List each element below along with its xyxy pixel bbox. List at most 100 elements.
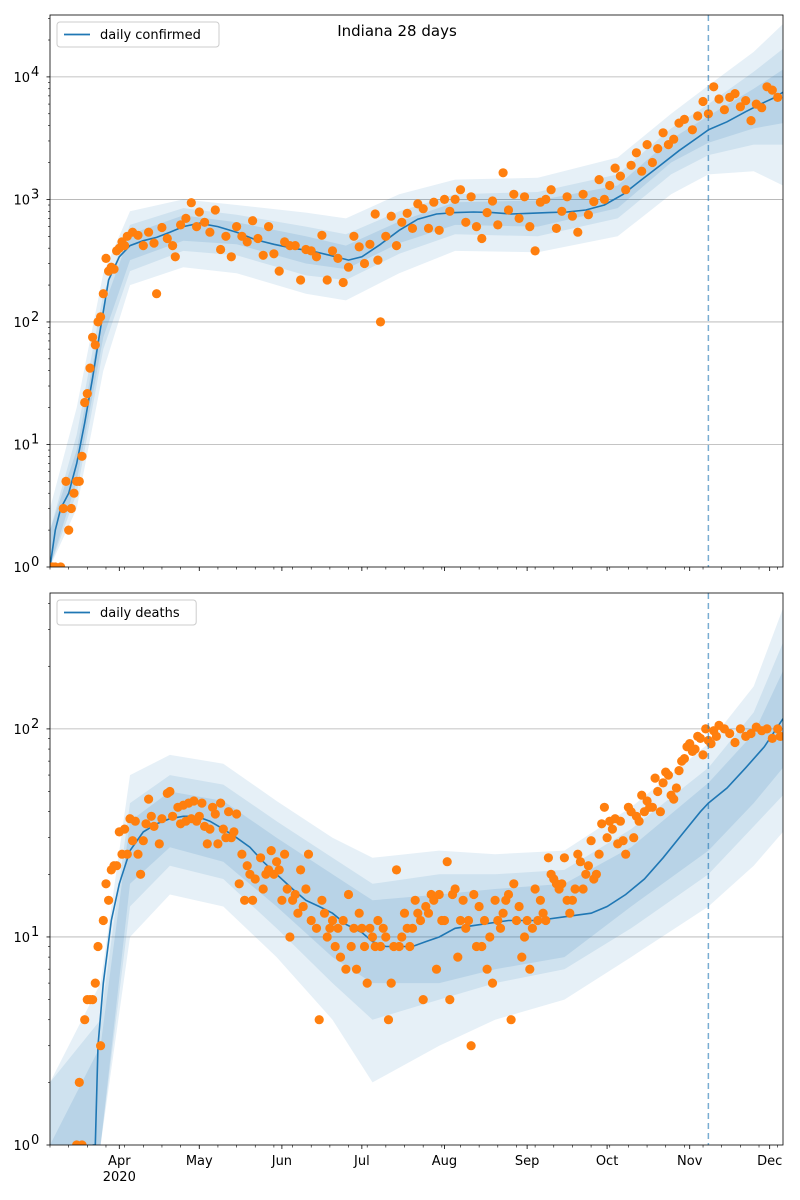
data-point (202, 839, 212, 849)
data-point (64, 525, 74, 535)
data-point (650, 773, 660, 783)
data-point (77, 1140, 87, 1145)
data-point (725, 728, 735, 739)
axes-frame (49, 592, 784, 1146)
data-point (373, 915, 383, 926)
data-point (519, 932, 530, 942)
data-point (543, 853, 554, 863)
data-point (274, 865, 284, 875)
data-point (349, 923, 359, 933)
data-point (205, 824, 215, 834)
data-point (229, 827, 239, 837)
data-point (583, 861, 594, 871)
y-tick-label: 10 (13, 71, 30, 86)
data-point (96, 312, 106, 322)
data-point (519, 192, 530, 202)
series-line-daily-confirmed (50, 91, 783, 567)
data-point (431, 964, 442, 974)
y-tick-label: 10 (13, 561, 30, 576)
data-point (98, 915, 108, 926)
data-point (690, 744, 700, 754)
data-point (450, 194, 460, 204)
data-point (655, 807, 666, 817)
data-point (522, 915, 532, 926)
data-point (631, 148, 642, 158)
x-tick-label: Sep (515, 1154, 540, 1169)
data-point (327, 246, 338, 256)
data-point (333, 253, 343, 263)
data-point (527, 923, 538, 933)
data-point (511, 915, 522, 926)
data-point (487, 196, 498, 206)
data-point (450, 884, 460, 894)
data-point (277, 895, 287, 905)
data-point (503, 205, 514, 215)
data-point (226, 252, 236, 262)
data-point (629, 833, 639, 843)
data-point (485, 932, 495, 942)
data-point (506, 1015, 516, 1025)
data-point (562, 192, 572, 202)
data-point (240, 895, 250, 905)
data-point (58, 503, 68, 514)
data-point (439, 915, 450, 926)
x-tick-label: Jul (353, 1154, 370, 1169)
data-point (439, 194, 450, 204)
data-point (642, 140, 652, 150)
data-point (128, 836, 138, 846)
data-point (311, 923, 322, 933)
data-point (775, 731, 783, 741)
data-point (338, 915, 348, 926)
data-point (573, 849, 583, 859)
data-point (282, 884, 292, 894)
data-point (466, 1041, 476, 1051)
data-point (354, 242, 364, 252)
data-point (578, 189, 588, 199)
data-point (455, 915, 466, 926)
data-point (407, 223, 418, 233)
data-point (306, 246, 316, 256)
data-point (301, 884, 311, 894)
uncertainty-band (50, 69, 783, 567)
data-point (82, 389, 92, 399)
data-point (711, 731, 722, 742)
data-point (88, 995, 98, 1005)
data-point (565, 908, 575, 918)
data-point (687, 125, 698, 135)
y-tick-exponent: 1 (31, 925, 39, 940)
data-point (530, 246, 540, 256)
x-tick-label: 2020 (103, 1170, 136, 1185)
data-point (341, 964, 351, 974)
data-point (530, 884, 540, 894)
legend-label: daily deaths (100, 606, 180, 621)
data-point (402, 208, 412, 218)
data-point (386, 211, 396, 221)
data-point (605, 180, 615, 191)
data-point (399, 908, 410, 918)
data-point (525, 222, 535, 232)
data-point (280, 849, 290, 859)
data-point (293, 908, 303, 918)
data-point (210, 809, 220, 819)
y-tick-exponent: 2 (31, 310, 39, 325)
data-point (101, 879, 111, 889)
data-point (141, 819, 151, 829)
data-point (109, 264, 119, 274)
data-point (423, 908, 434, 918)
data-point (538, 908, 548, 918)
data-point (477, 233, 487, 244)
data-point (149, 238, 159, 248)
x-tick-label: Dec (757, 1154, 782, 1169)
data-point (418, 204, 428, 214)
data-point (709, 82, 719, 92)
data-point (453, 952, 463, 962)
data-point (138, 836, 148, 846)
data-point (317, 230, 327, 240)
data-point (237, 849, 247, 859)
data-point (216, 798, 226, 808)
data-point (330, 941, 340, 952)
data-point (90, 978, 100, 988)
data-point (80, 397, 90, 408)
data-point (583, 210, 594, 220)
